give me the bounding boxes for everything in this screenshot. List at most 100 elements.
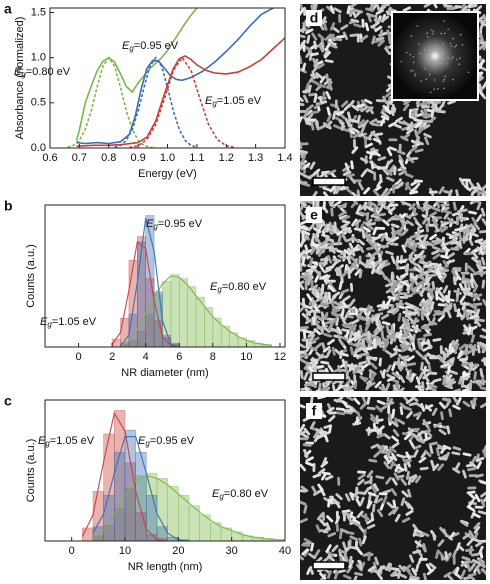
y-tick-label: 1.5	[31, 6, 46, 18]
rod	[367, 552, 372, 561]
rod	[415, 376, 421, 385]
rod	[428, 383, 438, 389]
rod	[332, 291, 341, 298]
rod	[429, 233, 438, 241]
fft-speck	[458, 63, 460, 65]
rod	[425, 563, 432, 572]
rod	[467, 499, 475, 508]
rod	[370, 485, 377, 494]
x-tick-label: 0	[69, 545, 75, 557]
rod	[320, 360, 330, 365]
rod	[480, 491, 486, 498]
rod	[301, 256, 306, 266]
rod	[366, 307, 375, 313]
rod	[437, 314, 445, 322]
rod	[461, 4, 468, 9]
rod	[343, 409, 353, 413]
spectrum-line	[76, 8, 274, 145]
rod	[333, 7, 342, 14]
rod	[375, 475, 385, 480]
rod	[305, 339, 309, 349]
panel-label: f	[312, 403, 317, 419]
rod	[480, 379, 486, 384]
fit-line	[67, 56, 156, 148]
rods	[300, 201, 486, 391]
rod	[303, 371, 309, 381]
rod	[363, 528, 367, 538]
rod	[304, 386, 310, 391]
rod	[413, 449, 419, 458]
rod	[388, 284, 397, 291]
rod	[387, 335, 397, 340]
rod	[428, 190, 438, 194]
rod	[384, 235, 393, 242]
rod	[352, 575, 358, 580]
rod	[466, 490, 476, 495]
rod	[349, 346, 354, 356]
rod	[480, 21, 486, 28]
rod	[467, 326, 472, 336]
rod	[481, 279, 486, 289]
rod	[344, 493, 351, 502]
rod	[371, 265, 376, 275]
fft-speck	[443, 53, 445, 55]
rod	[375, 341, 385, 345]
rod	[300, 437, 309, 441]
rod	[322, 22, 328, 31]
rod	[373, 150, 381, 157]
rod	[395, 116, 404, 123]
rod	[375, 99, 385, 103]
x-tick-label: 4	[143, 351, 149, 363]
rod	[340, 24, 349, 31]
rod	[386, 215, 395, 223]
rod	[398, 159, 405, 168]
rod	[452, 232, 458, 242]
rod	[437, 290, 445, 299]
rod	[315, 72, 323, 79]
rod	[366, 397, 371, 405]
rod	[480, 402, 486, 409]
rod	[391, 442, 400, 449]
rod	[448, 408, 453, 418]
rod	[381, 4, 390, 8]
rod	[475, 540, 484, 548]
rod	[388, 412, 392, 422]
rod	[479, 480, 486, 486]
rod	[365, 205, 375, 212]
rod	[364, 513, 368, 523]
rod	[431, 407, 438, 416]
rod	[343, 550, 347, 560]
rod	[359, 402, 368, 410]
rod	[337, 254, 346, 261]
rod	[377, 425, 385, 433]
rod	[467, 574, 476, 580]
rod	[469, 379, 473, 389]
rod	[396, 181, 404, 189]
rod	[317, 397, 327, 400]
rod	[428, 441, 438, 446]
rod	[306, 118, 316, 122]
rod	[482, 344, 486, 353]
rod	[432, 100, 442, 104]
rod	[386, 201, 395, 204]
rod	[365, 211, 370, 221]
rod	[458, 231, 463, 241]
rod	[390, 420, 399, 428]
rod	[348, 100, 355, 108]
rod	[431, 4, 438, 9]
rod	[409, 274, 418, 281]
rod	[328, 221, 334, 231]
rod	[440, 411, 444, 421]
rod	[371, 35, 376, 45]
rod	[313, 40, 317, 50]
rod	[353, 397, 361, 405]
rod	[431, 531, 437, 541]
rod	[307, 276, 311, 286]
rod	[452, 276, 457, 286]
rod	[394, 214, 403, 221]
series-label: Eg=0.95 eV	[138, 435, 195, 448]
rod	[336, 34, 346, 39]
rod	[398, 120, 408, 126]
rod	[418, 456, 427, 464]
rod	[452, 201, 457, 211]
